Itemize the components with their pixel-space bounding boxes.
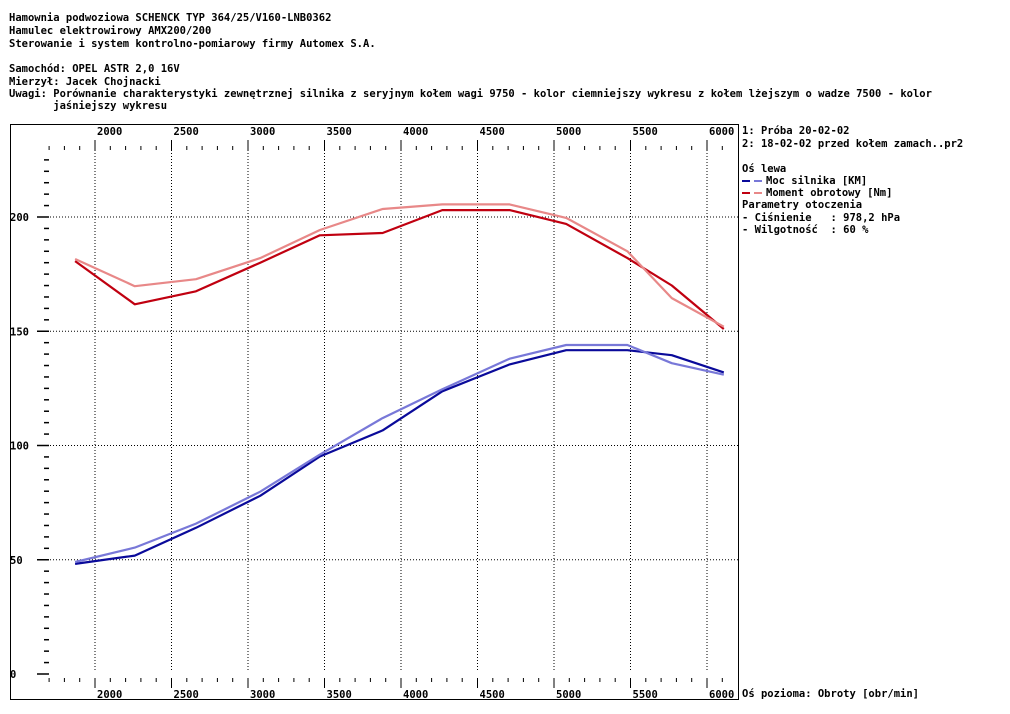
x-tick-label-top: 6000: [709, 126, 734, 138]
x-tick-label-top: 3000: [250, 126, 275, 138]
legend-pressure: - Ciśnienie : 978,2 hPa: [742, 212, 901, 224]
legend-run-1: 1: Próba 20-02-02: [742, 125, 850, 137]
x-tick-label-bottom: 3000: [250, 689, 275, 701]
legend-humidity: - Wilgotność : 60 %: [742, 224, 869, 236]
legend-left-axis: Oś lewa: [742, 163, 787, 175]
x-tick-label-bottom: 3500: [327, 689, 352, 701]
x-tick-label-top: 4000: [403, 126, 428, 138]
torque-light-swatch: [754, 192, 762, 194]
y-tick-label: 100: [10, 441, 29, 453]
car-label: Samochód: OPEL ASTR 2,0 16V: [9, 63, 180, 75]
y-tick-label: 150: [10, 326, 29, 338]
x-tick-label-top: 2500: [174, 126, 199, 138]
legend-run-2: 2: 18-02-02 przed kołem zamach..pr2: [742, 138, 964, 150]
series-line-2: [74, 203, 725, 328]
header-line-2: Hamulec elektrowirowy AMX200/200: [9, 25, 212, 37]
x-tick-label-bottom: 6000: [709, 689, 734, 701]
legend-env: Parametry otoczenia: [742, 199, 863, 211]
legend-torque-label: Moment obrotowy [Nm]: [766, 187, 893, 199]
power-light-swatch: [754, 180, 762, 182]
legend-power-label: Moc silnika [KM]: [766, 175, 868, 187]
x-tick-label-top: 5500: [633, 126, 658, 138]
notes-line-1: Uwagi: Porównanie charakterystyki zewnęt…: [9, 88, 932, 100]
x-tick-label-bottom: 2500: [174, 689, 199, 701]
x-tick-label-top: 5000: [556, 126, 581, 138]
y-tick-label: 200: [10, 212, 29, 224]
plot-frame: [10, 124, 739, 700]
y-tick-label: 0: [10, 669, 16, 681]
series-line-1: [74, 209, 725, 330]
header-line-1: Hamownia podwoziowa SCHENCK TYP 364/25/V…: [9, 12, 332, 24]
x-tick-label-bottom: 2000: [97, 689, 122, 701]
x-tick-label-bottom: 5500: [633, 689, 658, 701]
power-dark-swatch: [742, 180, 750, 182]
legend-power: Moc silnika [KM]: [742, 175, 867, 187]
series-line-4: [74, 343, 725, 564]
legend-torque: Moment obrotowy [Nm]: [742, 187, 892, 199]
x-tick-label-bottom: 5000: [556, 689, 581, 701]
torque-dark-swatch: [742, 192, 750, 194]
x-tick-label-bottom: 4000: [403, 689, 428, 701]
x-tick-label-top: 4500: [480, 126, 505, 138]
x-tick-label-top: 3500: [327, 126, 352, 138]
notes-line-2: jaśniejszy wykresu: [9, 100, 168, 112]
x-tick-label-bottom: 4500: [480, 689, 505, 701]
x-axis-label: Oś pozioma: Obroty [obr/min]: [742, 688, 920, 700]
y-tick-label: 50: [10, 555, 23, 567]
header-line-3: Sterowanie i system kontrolno-pomiarowy …: [9, 38, 376, 50]
measured-by: Mierzył: Jacek Chojnacki: [9, 76, 161, 88]
x-tick-label-top: 2000: [97, 126, 122, 138]
series-line-3: [74, 349, 725, 565]
